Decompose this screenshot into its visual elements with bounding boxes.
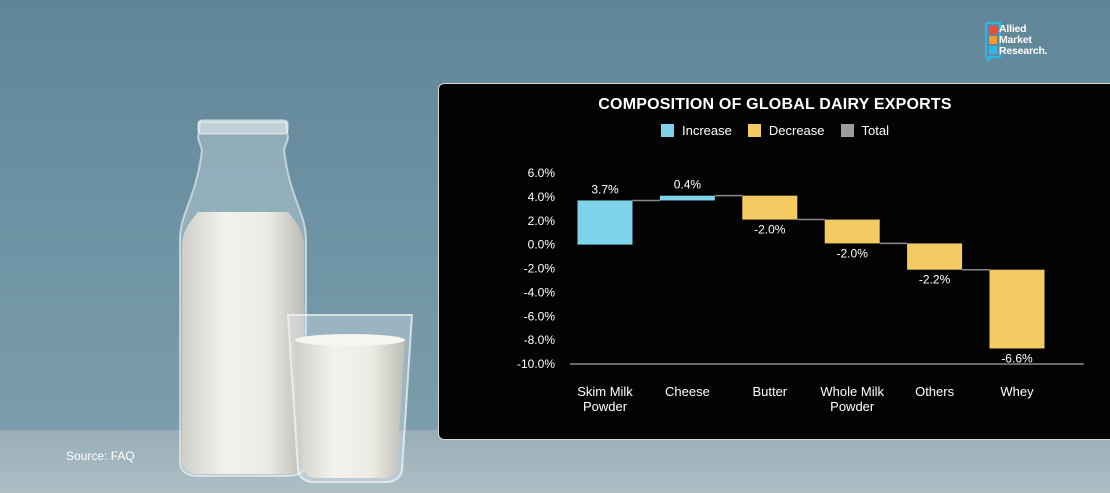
y-tick-label: -8.0% (524, 333, 556, 347)
x-tick-label: Cheese (665, 384, 710, 399)
x-tick-label-line: Butter (752, 384, 787, 399)
logo-mark-icon (985, 22, 1001, 63)
legend-label-decrease: Decrease (768, 123, 825, 138)
waterfall-bar (989, 269, 1045, 349)
data-label: 0.4% (674, 178, 702, 192)
legend-swatch-increase (661, 124, 674, 137)
chart-legend: Increase Decrease Total (439, 123, 1110, 138)
y-tick-label: 2.0% (528, 214, 556, 228)
data-label: -2.0% (837, 246, 869, 260)
data-label: -6.6% (1001, 351, 1033, 365)
allied-market-research-logo: Allied Market Research. (985, 22, 1095, 68)
waterfall-bar (907, 243, 963, 270)
y-tick-label: -2.0% (524, 262, 556, 276)
x-tick-label-line: Skim Milk (577, 384, 633, 399)
x-tick-label: Butter (752, 384, 787, 399)
data-label: 3.7% (591, 182, 619, 196)
legend-swatch-decrease (747, 124, 761, 137)
x-tick-label-line: Whey (1000, 384, 1034, 399)
legend-swatch-total (840, 124, 854, 137)
y-tick-label: 4.0% (528, 190, 556, 204)
waterfall-chart: 6.0% 4.0% 2.0% 0.0% -2.0% -4.0% -6.0% -8.0% -10.… (517, 166, 1084, 414)
legend-item-total: Total (840, 123, 889, 138)
waterfall-bar (824, 219, 880, 244)
legend-label-increase: Increase (682, 123, 732, 138)
waterfall-bar (659, 195, 715, 201)
waterfall-bar (577, 200, 633, 245)
source-note: Source: FAQ (66, 449, 135, 463)
x-tick-label-line: Whole Milk (820, 384, 884, 399)
logo-text-line3: Research. (999, 45, 1048, 57)
data-label: -2.2% (919, 273, 951, 287)
x-tick-label: Skim Milk Powder (577, 384, 633, 414)
logo-text-line2: Market (999, 34, 1032, 46)
x-tick-label: Others (915, 384, 955, 399)
x-tick-label: Whey (1000, 384, 1034, 399)
logo-text-line1: Allied (999, 23, 1027, 35)
x-tick-label-line: Powder (583, 399, 628, 414)
legend-item-decrease: Decrease (747, 123, 825, 138)
y-tick-label: 6.0% (528, 166, 556, 180)
milk-glass (286, 314, 414, 483)
chart-panel: COMPOSITION OF GLOBAL DAIRY EXPORTS Incr… (438, 83, 1110, 440)
y-tick-label: -4.0% (524, 285, 556, 299)
x-tick-label-line: Cheese (665, 384, 710, 399)
y-tick-label: -6.0% (524, 309, 556, 323)
data-label: -2.0% (754, 223, 786, 237)
y-tick-label: 0.0% (528, 238, 556, 252)
legend-label-total: Total (861, 123, 889, 138)
x-tick-label-line: Powder (830, 399, 875, 414)
waterfall-bar (742, 195, 798, 220)
legend-item-increase: Increase (661, 123, 732, 138)
x-tick-label-line: Others (915, 384, 955, 399)
chart-title: COMPOSITION OF GLOBAL DAIRY EXPORTS (598, 96, 952, 113)
y-tick-label: -10.0% (517, 357, 555, 371)
milk-bottle (179, 119, 307, 477)
x-tick-label: Whole Milk Powder (820, 384, 884, 414)
